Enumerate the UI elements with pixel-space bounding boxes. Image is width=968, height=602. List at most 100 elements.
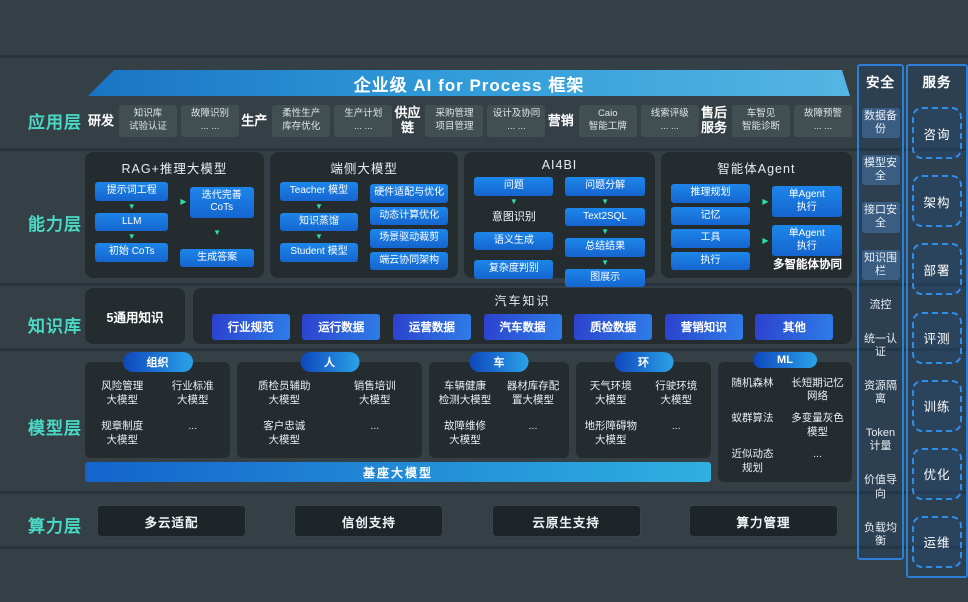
compute-item: 多云适配 [97,505,246,537]
knowledge-item: 行业规范 [211,313,290,340]
knowledge-item: 汽车数据 [483,313,562,340]
service-item: 运维 [912,515,962,568]
auto-knowledge-box: 汽车知识 行业规范 运行数据 运营数据 汽车数据 质检数据 营销知识 其他 [193,288,852,344]
arrow-down-icon: ▼ [127,232,136,241]
app-chip: 设计及协同 ... ... [487,105,546,137]
app-chip: 故障识别 ... ... [181,105,240,137]
flow-step: 问题分解 [565,177,645,196]
app-group-production: 生产 柔性生产 库存优化 生产计划 ... ... [241,105,393,137]
security-item: 模型安全 [861,155,900,186]
security-item: 价值导向 [864,474,897,500]
arrow-down-icon: ▼ [127,201,136,211]
multi-agent-caption: 多智能体协同 [773,259,842,271]
app-chip-list: 知识库 试验认证 故障识别 ... ... [119,105,240,137]
panel-title: AI4BI [541,158,578,172]
edge-feature: 场景驱动裁剪 [370,229,449,248]
layer-label-knowledge: 知识库 [28,317,82,336]
flow-step: 问题 [474,177,554,196]
app-chip: 知识库 试验认证 [119,105,178,137]
app-group-label: 供应 链 [394,105,421,135]
flow-step: 提示词工程 [95,182,169,201]
panel-title: 智能体Agent [717,162,796,176]
model-group-person: 人 质检员辅助 大模型 销售培训 大模型 客户忠诚 大模型... [237,352,422,458]
app-chip: 车智见 智能诊断 [731,105,790,137]
app-chip-list: 柔性生产 库存优化 生产计划 ... ... [272,105,393,137]
model-item: 天气环境 大模型 [589,380,632,407]
foundation-model-bar: 基座大模型 [85,462,711,482]
layer-label-application: 应用层 [28,113,82,132]
panel-edge-llm: 端侧大模型 Teacher 模型 ▼ 知识蒸馏 ▼ Student 模型 硬件适… [269,152,459,278]
service-item: 架构 [912,175,962,228]
flow-step: 图展示 [565,268,645,287]
arrow-right-icon: ▶ [762,196,769,206]
model-item: ... [813,448,822,461]
edge-feature: 硬件适配与优化 [370,184,449,203]
model-item: 故障维修 大模型 [444,420,486,446]
panel-ai4bi: AI4BI 问题 ▼ 意图识别 语义生成 复杂度判别 问题分解 ▼ Text2S… [464,152,655,287]
band-divider [0,148,968,151]
compute-layer-row: 多云适配 信创支持 云原生支持 算力管理 [85,505,852,537]
service-item: 部署 [912,243,962,296]
app-group-after-sales: 售后 服务 车智见 智能诊断 故障预警 ... ... [701,105,852,137]
security-item: 负载均衡 [864,521,897,547]
edge-feature: 端云协同架构 [370,251,449,270]
model-item: 近似动态 规划 [731,448,774,474]
knowledge-item: 运营数据 [392,313,471,340]
panel-title: RAG+推理大模型 [121,162,228,176]
flow-step: Text2SQL [565,207,645,226]
knowledge-layer-row: 5通用知识 汽车知识 行业规范 运行数据 运营数据 汽车数据 质检数据 营销知识 其他 [85,288,852,344]
arrow-down-icon: ▼ [315,201,323,211]
layer-label-compute: 算力层 [28,517,82,536]
security-item: 数据备份 [861,107,900,139]
model-item: 车辆健康 检测大模型 [438,380,492,407]
app-group-label: 售后 服务 [700,105,727,135]
arrow-right-icon: ▶ [180,197,187,207]
layer-label-model: 模型层 [28,419,82,438]
application-layer-row: 研发 知识库 试验认证 故障识别 ... ... 生产 柔性生产 库存优化 生产计划… [88,99,852,143]
model-group-pill: 车 [469,352,529,372]
knowledge-item: 其他 [755,313,834,340]
security-rail: 安全 数据备份 模型安全 接口安全 知识围栏 流控 统一认证 资源隔离 Toke… [857,64,904,560]
flow-step: 总结结果 [565,238,645,257]
app-group-supply-chain: 供应 链 采购管理 项目管理 设计及协同 ... ... [394,105,546,137]
model-item: ... [671,420,681,433]
model-group-vehicle: 车 车辆健康 检测大模型 器材库存配 置大模型 故障维修 大模型... [429,352,569,458]
app-group-marketing: 营销 Caio 智能工牌 线索评级 ... ... [548,105,699,137]
compute-item: 信创支持 [294,505,444,537]
security-item: 流控 [869,298,892,311]
flow-step: 迭代完善 CoTs [189,186,254,218]
agent-component: 推理规划 [670,184,751,203]
app-chip-list: Caio 智能工牌 线索评级 ... ... [578,105,699,137]
security-item: 知识围栏 [861,249,900,280]
arrow-down-icon: ▼ [601,196,610,206]
framework-title-banner: 企业级 AI for Process 框架 [88,70,850,96]
layer-label-capability: 能力层 [28,215,82,234]
model-item: 行业标准 大模型 [171,380,214,407]
service-item: 咨询 [912,107,962,160]
agent-execution: 单Agent 执行 [771,225,843,256]
band-divider [0,348,968,351]
model-group-ml: ML 随机森林 长短期记忆 网络 蚁群算法 多变量灰色 模型 近似动态 规划... [718,352,852,482]
arrow-down-icon: ▼ [213,228,222,238]
edge-feature-list: 硬件适配与优化 动态计算优化 场景驱动裁剪 端云协同架构 [364,182,454,272]
arrow-down-icon: ▼ [315,232,323,241]
model-item: 地形障碍物 大模型 [584,420,638,446]
app-group-label: 研发 [88,112,115,128]
agent-component: 记忆 [670,206,751,225]
security-item: 接口安全 [861,202,900,233]
flow-step: 复杂度判别 [474,260,554,279]
model-group-pill: 人 [300,352,359,372]
service-item: 评测 [912,311,962,364]
knowledge-item: 质检数据 [574,313,653,340]
model-item: 长短期记忆 网络 [791,376,844,403]
app-chip: 柔性生产 库存优化 [272,105,331,137]
panel-title: 端侧大模型 [330,162,398,176]
app-group-rd: 研发 知识库 试验认证 故障识别 ... ... [88,105,240,137]
knowledge-item-list: 行业规范 运行数据 运营数据 汽车数据 质检数据 营销知识 其他 [199,313,846,340]
arrow-down-icon: ▼ [509,196,518,206]
band-divider [0,55,968,58]
flow-step: 语义生成 [474,231,554,250]
model-layer-band: 组织 风险管理 大模型 行业标准 大模型 规章制度 大模型... 人 质检员辅助 大… [85,352,852,488]
security-item: Token计量 [865,427,896,453]
